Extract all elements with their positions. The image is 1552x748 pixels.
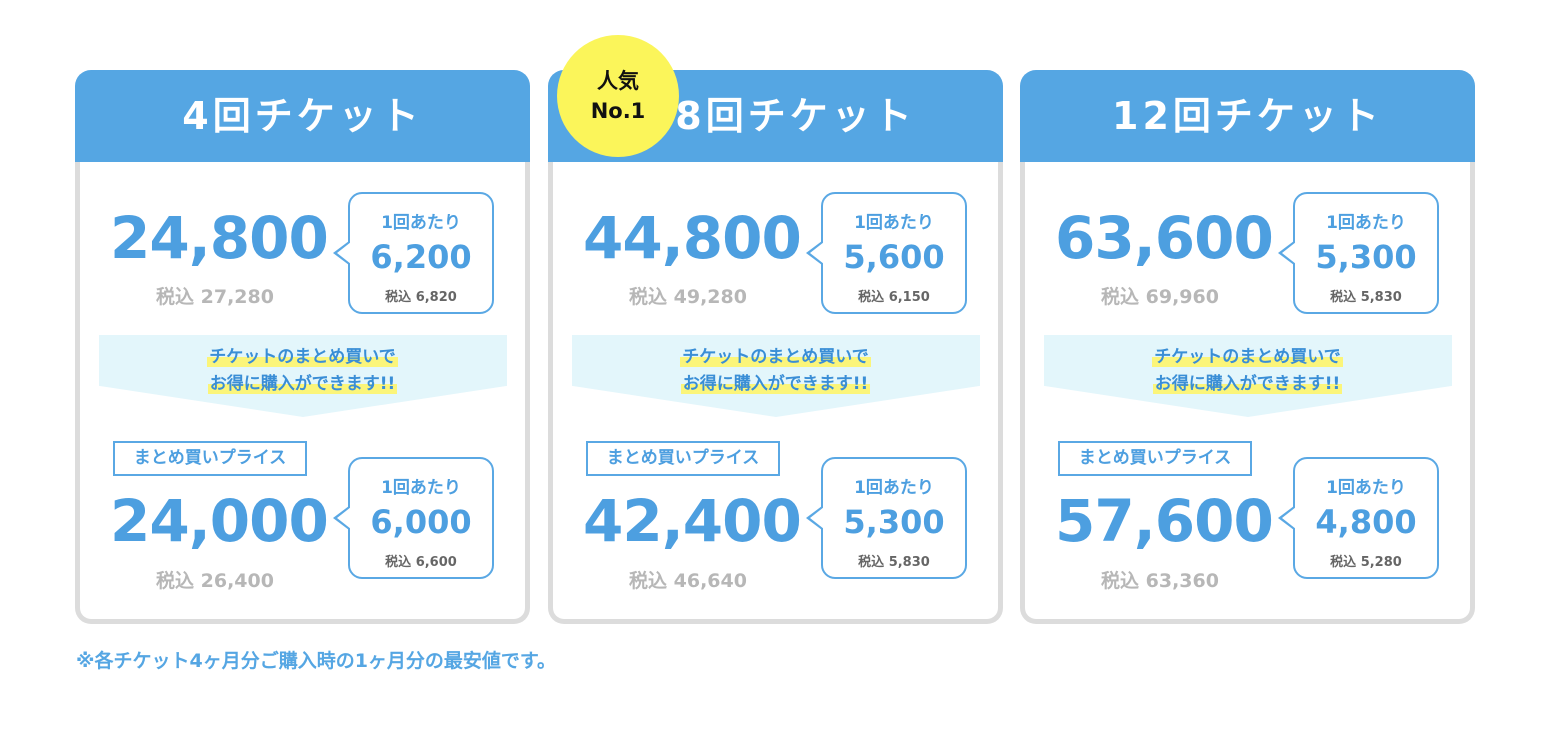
bulk-price-tag: まとめ買いプライス (586, 441, 780, 476)
bulk-per-use-bubble: 1回あたり 4,800 税込 5,280 (1278, 457, 1439, 579)
per-use-label: 1回あたり (381, 478, 461, 498)
card-title: 12回チケット (1020, 70, 1475, 162)
promo-line-1: チケットのまとめ買いで (680, 347, 871, 367)
per-use-bubble: 1回あたり 6,200 税込 6,820 (333, 192, 494, 314)
regular-price: 63,600 (1055, 204, 1274, 272)
promo-line-2: お得に購入ができます!! (680, 374, 871, 394)
regular-price-tax: 税込 27,280 (156, 286, 274, 308)
per-use-label: 1回あたり (381, 213, 461, 233)
per-use-price: 5,300 (843, 503, 945, 541)
per-use-price: 5,300 (1315, 238, 1417, 276)
badge-line-2: No.1 (590, 99, 646, 123)
per-use-label: 1回あたり (1326, 478, 1406, 498)
promo-line-2: お得に購入ができます!! (207, 374, 398, 394)
promo-line-1: チケットのまとめ買いで (1152, 347, 1343, 367)
footnote: ※各チケット4ヶ月分ご購入時の1ヶ月分の最安値です。 (76, 650, 557, 672)
ticket-card-12: 12回チケット 63,600 税込 69,960 1回あたり 5,300 税込 … (1020, 70, 1475, 624)
bulk-price-tag: まとめ買いプライス (113, 441, 307, 476)
regular-price-tax: 税込 69,960 (1101, 286, 1219, 308)
per-use-label: 1回あたり (854, 478, 934, 498)
bulk-price: 42,400 (583, 487, 802, 555)
per-use-label: 1回あたり (854, 213, 934, 233)
promo-line-2: お得に購入ができます!! (1152, 374, 1343, 394)
per-use-price: 4,800 (1315, 503, 1417, 541)
badge-line-1: 人気 (597, 69, 639, 93)
per-use-tax: 税込 6,150 (858, 290, 930, 305)
popular-badge: 人気 No.1 (557, 35, 679, 157)
per-use-label: 1回あたり (1326, 213, 1406, 233)
ticket-card-8: 8回チケット 44,800 税込 49,280 1回あたり 5,600 税込 6… (548, 70, 1003, 624)
card-title: 4回チケット (75, 70, 530, 162)
per-use-tax: 税込 5,830 (858, 555, 930, 570)
per-use-price: 5,600 (843, 238, 945, 276)
per-use-tax: 税込 5,830 (1330, 290, 1402, 305)
bulk-price-tag: まとめ買いプライス (1058, 441, 1252, 476)
promo-line-1: チケットのまとめ買いで (207, 347, 398, 367)
per-use-tax: 税込 6,820 (385, 290, 457, 305)
per-use-tax: 税込 6,600 (385, 555, 457, 570)
card-body: 24,800 税込 27,280 1回あたり 6,200 税込 6,820 チケ… (75, 162, 530, 624)
bulk-price-tax: 税込 63,360 (1101, 570, 1219, 592)
ticket-card-4: 4回チケット 24,800 税込 27,280 1回あたり 6,200 税込 6… (75, 70, 530, 624)
bulk-price: 57,600 (1055, 487, 1274, 555)
bulk-price-tax: 税込 46,640 (629, 570, 747, 592)
regular-price-tax: 税込 49,280 (629, 286, 747, 308)
regular-price: 44,800 (583, 204, 802, 272)
bulk-price-tax: 税込 26,400 (156, 570, 274, 592)
card-body: 63,600 税込 69,960 1回あたり 5,300 税込 5,830 チケ… (1020, 162, 1475, 624)
per-use-bubble: 1回あたり 5,300 税込 5,830 (1278, 192, 1439, 314)
regular-price: 24,800 (110, 204, 329, 272)
per-use-bubble: 1回あたり 5,600 税込 6,150 (806, 192, 967, 314)
card-body: 44,800 税込 49,280 1回あたり 5,600 税込 6,150 チケ… (548, 162, 1003, 624)
per-use-price: 6,200 (370, 238, 472, 276)
per-use-price: 6,000 (370, 503, 472, 541)
per-use-tax: 税込 5,280 (1330, 555, 1402, 570)
bulk-per-use-bubble: 1回あたり 6,000 税込 6,600 (333, 457, 494, 579)
bulk-per-use-bubble: 1回あたり 5,300 税込 5,830 (806, 457, 967, 579)
bulk-price: 24,000 (110, 487, 329, 555)
